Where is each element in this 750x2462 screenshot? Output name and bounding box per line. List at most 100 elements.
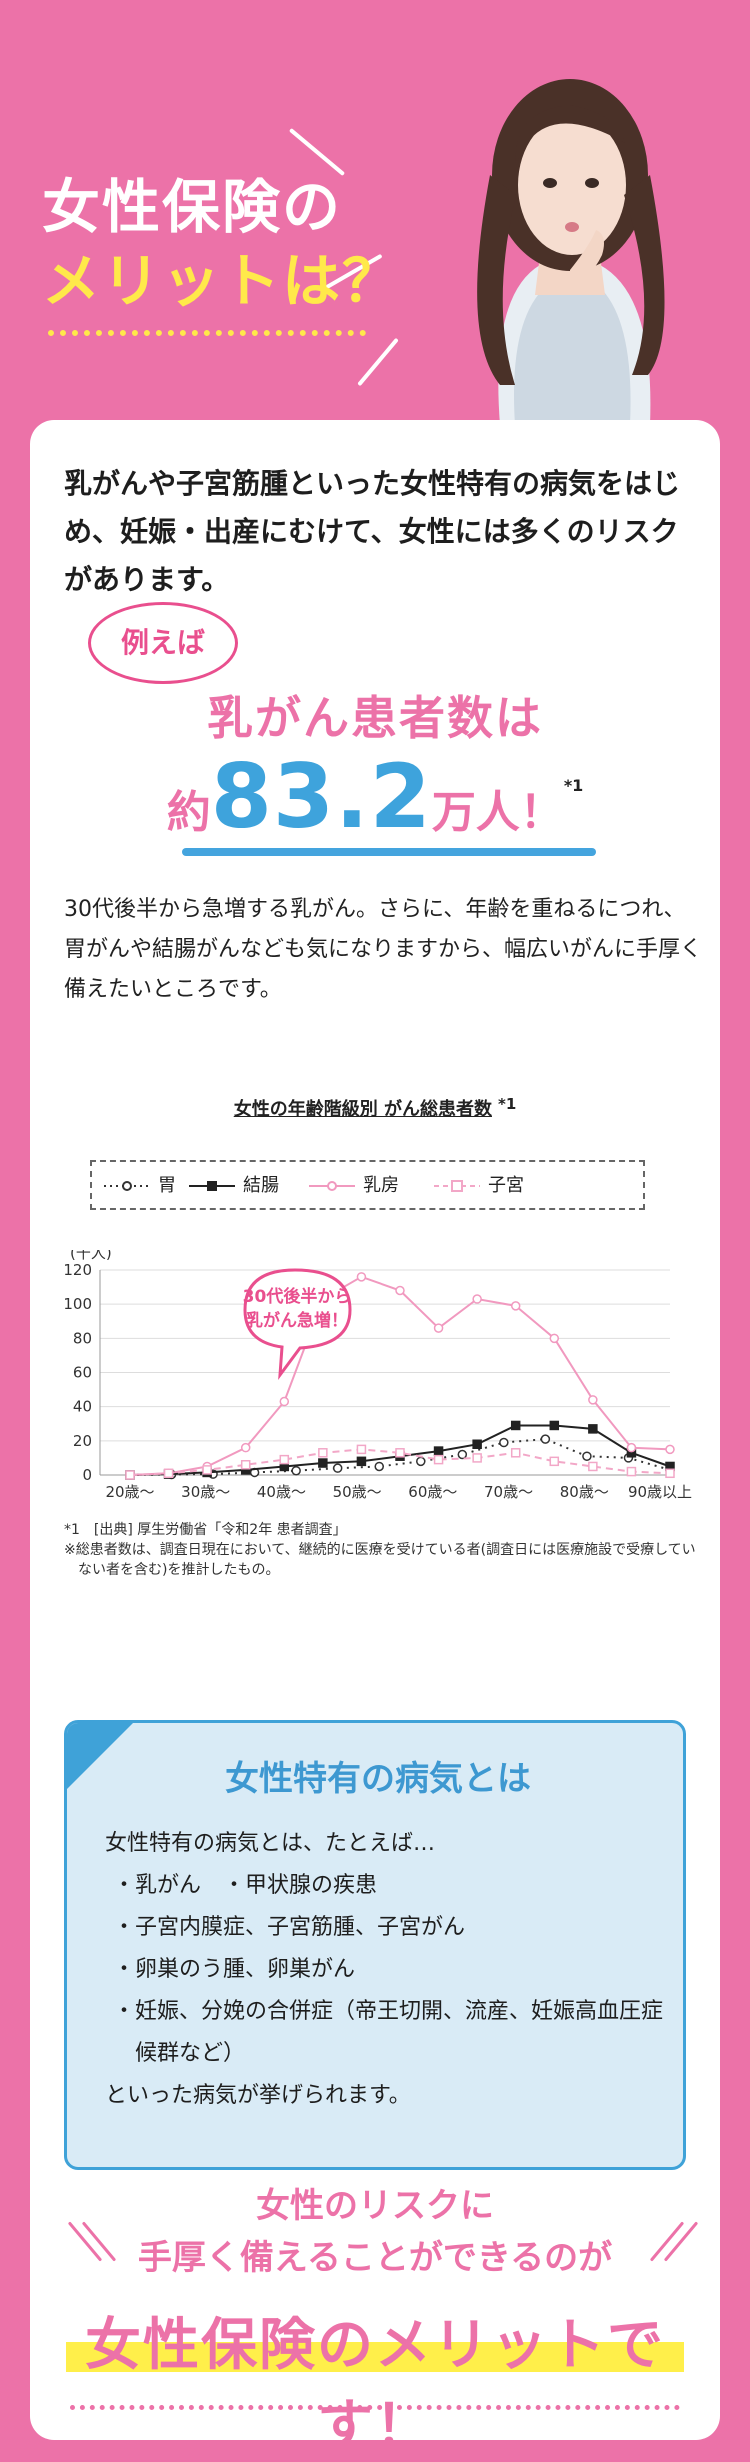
- data-point: [291, 1465, 301, 1476]
- annotation-text: 30代後半から: [243, 1286, 352, 1307]
- legend-marker-colon: [189, 1181, 235, 1191]
- series-line-0: [129, 1438, 671, 1476]
- x-tick-label: 90歳以上: [628, 1483, 692, 1501]
- data-point: [318, 1448, 328, 1458]
- footnote-source: *1 [出典] 厚生労働省「令和2年 患者調査」: [64, 1522, 347, 1538]
- closing-message: 女性のリスクに 手厚く備えることができるのが: [30, 2180, 720, 2284]
- data-point: [588, 1461, 598, 1472]
- hero-dotted-underline: [48, 330, 366, 336]
- series-line-2: [129, 1275, 671, 1476]
- footnote-definition: ※総患者数は、調査日現在において、継続的に医療を受けている者(調査日には医療施設…: [64, 1542, 696, 1578]
- data-point: [163, 1468, 174, 1479]
- stat-number: 83.2: [210, 745, 432, 848]
- data-point: [549, 1456, 560, 1467]
- data-point: [356, 1272, 367, 1282]
- data-point: [433, 1454, 444, 1465]
- legend-label-breast: 乳房: [363, 1175, 399, 1196]
- data-point: [582, 1451, 592, 1461]
- legend-label-colon: 結腸: [243, 1175, 279, 1196]
- y-tick-label: 20: [73, 1432, 92, 1450]
- data-point: [588, 1395, 598, 1405]
- x-tick-label: 40歳〜: [257, 1483, 306, 1501]
- data-point: [433, 1446, 444, 1456]
- data-point: [356, 1456, 367, 1467]
- data-point: [395, 1448, 405, 1458]
- chart-title-text: 女性の年齢階級別 がん総患者数: [233, 1099, 492, 1120]
- data-point: [395, 1285, 405, 1296]
- data-point: [510, 1301, 521, 1311]
- info-line: ・卵巣のう腫、卵巣がん: [113, 1957, 356, 1982]
- data-point: [499, 1437, 509, 1448]
- data-point: [356, 1444, 367, 1455]
- x-tick-label: 60歳〜: [408, 1483, 457, 1501]
- closing-dotted-line: [70, 2405, 680, 2410]
- data-point: [240, 1460, 251, 1470]
- hero-deco-line: [288, 127, 346, 177]
- stat-prefix: 約: [166, 787, 211, 838]
- woman-thinking-photo: [477, 79, 665, 425]
- stat-figure: 約83.2万人！*1: [30, 745, 720, 848]
- legend-marker-stomach: [104, 1181, 150, 1191]
- legend-label-stomach: 胃: [158, 1175, 176, 1196]
- x-tick-label: 80歳〜: [560, 1483, 609, 1501]
- data-point: [472, 1453, 482, 1463]
- data-point: [626, 1466, 637, 1477]
- example-bubble: 例えば: [88, 602, 238, 684]
- data-point: [540, 1434, 551, 1444]
- info-line: といった病気が挙げられます。: [105, 2083, 411, 2108]
- hero-deco-line: [357, 337, 399, 387]
- x-tick-label: 20歳〜: [105, 1483, 154, 1501]
- hero-title: 女性保険の メリットは？: [42, 170, 402, 318]
- hero-title-line1: 女性保険の: [42, 173, 343, 241]
- line-chart: (千人) 0 20 40 60 80 100 120 20歳〜 30歳〜 40歳〜 50歳〜 60歳〜 7…: [63, 1250, 692, 1501]
- y-tick-label: 40: [73, 1398, 92, 1416]
- data-point: [588, 1424, 598, 1434]
- stat-suffix: 万人！: [431, 787, 564, 838]
- data-point: [665, 1444, 675, 1455]
- y-tick-label: 0: [82, 1466, 92, 1484]
- info-line: ・子宮内膜症、子宮筋腫、子宮がん: [113, 1915, 466, 1940]
- data-point: [279, 1396, 290, 1407]
- closing-highlight: [66, 2342, 684, 2372]
- body-text: 30代後半から急増する乳がん。さらに、年齢を重ねるにつれ、胃がんや結腸がんなども…: [64, 897, 703, 1002]
- info-list: 女性特有の病気とは、たとえば… ・乳がん ・甲状腺の疾患 ・子宮内膜症、子宮筋腫…: [105, 1823, 665, 2117]
- data-point: [279, 1454, 290, 1465]
- hero-title-line2: メリットは？: [42, 247, 403, 315]
- data-point: [433, 1323, 444, 1333]
- data-point: [626, 1442, 637, 1453]
- chart-title-note: *1: [497, 1095, 517, 1113]
- data-point: [457, 1449, 468, 1460]
- chart-title: 女性の年齢階級別 がん総患者数 *1: [30, 1095, 720, 1121]
- data-point: [549, 1420, 560, 1431]
- stat-heading: 乳がん患者数は: [207, 691, 543, 745]
- footnotes: *1 [出典] 厚生労働省「令和2年 患者調査」 ※総患者数は、調査日現在におい…: [64, 1520, 704, 1580]
- info-box: 女性特有の病気とは 女性特有の病気とは、たとえば… ・乳がん ・甲状腺の疾患 ・…: [64, 1720, 686, 2170]
- data-point: [332, 1463, 343, 1473]
- annotation-text: 乳がん急増！: [246, 1310, 348, 1331]
- chart-legend: 胃 結腸 乳房 子宮: [90, 1160, 645, 1210]
- data-point: [240, 1442, 251, 1453]
- x-tick-label: 30歳〜: [181, 1483, 230, 1501]
- y-axis-label: (千人): [70, 1250, 112, 1262]
- hero-section: 女性保険の メリットは？: [0, 0, 750, 425]
- stat-underline: [182, 848, 596, 856]
- content-card: 乳がんや子宮筋腫といった女性特有の病気をはじめ、妊娠・出産にむけて、女性には多く…: [30, 420, 720, 2459]
- closing-headline: 女性保険のメリットです！: [85, 2313, 665, 2459]
- series-line-3: [129, 1448, 671, 1476]
- y-tick-label: 100: [63, 1295, 92, 1313]
- data-point: [510, 1448, 521, 1458]
- y-tick-label: 120: [63, 1261, 92, 1279]
- x-tick-label: 70歳〜: [484, 1483, 533, 1501]
- data-point: [665, 1468, 675, 1479]
- info-line: ・乳がん ・甲状腺の疾患: [113, 1873, 378, 1898]
- data-point: [202, 1465, 212, 1475]
- data-point: [549, 1333, 560, 1344]
- x-tick-label: 50歳〜: [333, 1483, 382, 1501]
- intro-text: 乳がんや子宮筋腫といった女性特有の病気をはじめ、妊娠・出産にむけて、女性には多く…: [64, 467, 681, 596]
- data-point: [472, 1294, 482, 1304]
- legend-label-uterus: 子宮: [488, 1175, 524, 1196]
- stat-footnote-ref: *1: [563, 776, 584, 795]
- legend-marker-breast: [309, 1181, 355, 1191]
- info-line: ・妊娠、分娩の合併症（帝王切開、流産、妊娠高血圧症候群など）: [113, 1999, 664, 2066]
- data-point: [318, 1458, 328, 1468]
